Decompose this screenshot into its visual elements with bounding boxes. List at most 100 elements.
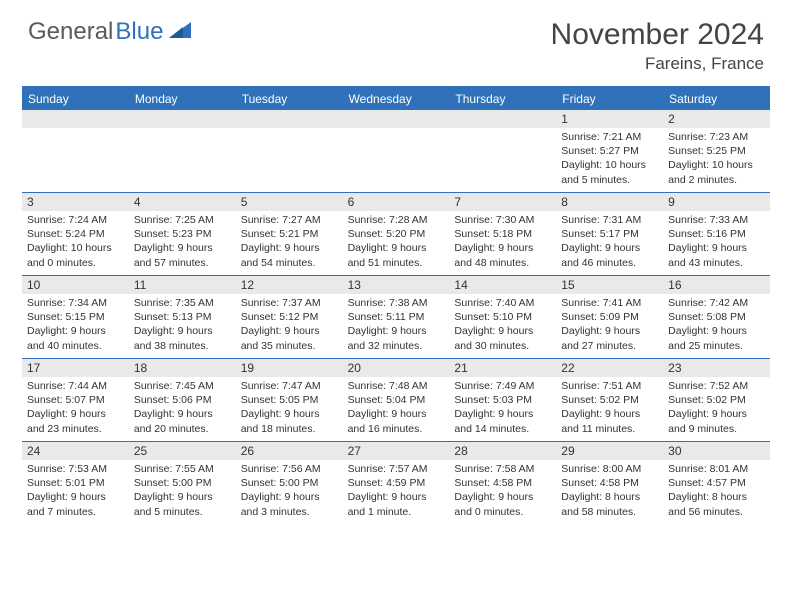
day-cell: Sunrise: 7:33 AMSunset: 5:16 PMDaylight:… bbox=[663, 211, 770, 275]
sunset-text: Sunset: 5:00 PM bbox=[134, 476, 231, 490]
day-number: 19 bbox=[236, 359, 343, 377]
sunrise-text: Sunrise: 8:00 AM bbox=[561, 462, 658, 476]
sunset-text: Sunset: 5:25 PM bbox=[668, 144, 765, 158]
sunrise-text: Sunrise: 7:40 AM bbox=[454, 296, 551, 310]
daylight-text: Daylight: 9 hours and 35 minutes. bbox=[241, 324, 338, 352]
daylight-text: Daylight: 9 hours and 51 minutes. bbox=[348, 241, 445, 269]
sunset-text: Sunset: 5:16 PM bbox=[668, 227, 765, 241]
day-cell: Sunrise: 7:51 AMSunset: 5:02 PMDaylight:… bbox=[556, 377, 663, 441]
day-cell: Sunrise: 7:27 AMSunset: 5:21 PMDaylight:… bbox=[236, 211, 343, 275]
week-daynum-row: 17181920212223 bbox=[22, 358, 770, 377]
sunrise-text: Sunrise: 7:37 AM bbox=[241, 296, 338, 310]
header: General Blue November 2024 Fareins, Fran… bbox=[0, 0, 792, 80]
sunrise-text: Sunrise: 7:38 AM bbox=[348, 296, 445, 310]
sunset-text: Sunset: 4:57 PM bbox=[668, 476, 765, 490]
daylight-text: Daylight: 9 hours and 16 minutes. bbox=[348, 407, 445, 435]
day-number: 1 bbox=[556, 110, 663, 128]
empty-day-number bbox=[129, 110, 236, 128]
day-cell: Sunrise: 7:35 AMSunset: 5:13 PMDaylight:… bbox=[129, 294, 236, 358]
day-number: 2 bbox=[663, 110, 770, 128]
day-number: 4 bbox=[129, 193, 236, 211]
sunrise-text: Sunrise: 7:47 AM bbox=[241, 379, 338, 393]
sunset-text: Sunset: 4:58 PM bbox=[561, 476, 658, 490]
empty-day-number bbox=[343, 110, 450, 128]
sunset-text: Sunset: 5:18 PM bbox=[454, 227, 551, 241]
day-number: 21 bbox=[449, 359, 556, 377]
day-cell: Sunrise: 7:38 AMSunset: 5:11 PMDaylight:… bbox=[343, 294, 450, 358]
brand-logo: General Blue bbox=[28, 18, 191, 46]
brand-triangle-icon bbox=[169, 22, 191, 43]
daylight-text: Daylight: 9 hours and 18 minutes. bbox=[241, 407, 338, 435]
day-number: 23 bbox=[663, 359, 770, 377]
week-daynum-row: 24252627282930 bbox=[22, 441, 770, 460]
day-number: 25 bbox=[129, 442, 236, 460]
weekday-header: Tuesday bbox=[236, 88, 343, 110]
sunset-text: Sunset: 5:13 PM bbox=[134, 310, 231, 324]
day-number: 9 bbox=[663, 193, 770, 211]
sunrise-text: Sunrise: 7:27 AM bbox=[241, 213, 338, 227]
daylight-text: Daylight: 9 hours and 40 minutes. bbox=[27, 324, 124, 352]
sunset-text: Sunset: 5:15 PM bbox=[27, 310, 124, 324]
sunrise-text: Sunrise: 7:21 AM bbox=[561, 130, 658, 144]
weekday-header: Monday bbox=[129, 88, 236, 110]
sunset-text: Sunset: 5:21 PM bbox=[241, 227, 338, 241]
day-number: 3 bbox=[22, 193, 129, 211]
daylight-text: Daylight: 9 hours and 0 minutes. bbox=[454, 490, 551, 518]
daylight-text: Daylight: 8 hours and 56 minutes. bbox=[668, 490, 765, 518]
empty-day-number bbox=[449, 110, 556, 128]
sunrise-text: Sunrise: 7:34 AM bbox=[27, 296, 124, 310]
daylight-text: Daylight: 9 hours and 20 minutes. bbox=[134, 407, 231, 435]
sunset-text: Sunset: 5:04 PM bbox=[348, 393, 445, 407]
week-content-row: Sunrise: 7:24 AMSunset: 5:24 PMDaylight:… bbox=[22, 211, 770, 275]
day-cell: Sunrise: 7:42 AMSunset: 5:08 PMDaylight:… bbox=[663, 294, 770, 358]
week-content-row: Sunrise: 7:21 AMSunset: 5:27 PMDaylight:… bbox=[22, 128, 770, 192]
sunrise-text: Sunrise: 7:33 AM bbox=[668, 213, 765, 227]
day-number: 29 bbox=[556, 442, 663, 460]
sunset-text: Sunset: 4:59 PM bbox=[348, 476, 445, 490]
sunset-text: Sunset: 5:03 PM bbox=[454, 393, 551, 407]
day-cell: Sunrise: 7:52 AMSunset: 5:02 PMDaylight:… bbox=[663, 377, 770, 441]
day-cell: Sunrise: 7:44 AMSunset: 5:07 PMDaylight:… bbox=[22, 377, 129, 441]
day-number: 24 bbox=[22, 442, 129, 460]
day-cell: Sunrise: 7:58 AMSunset: 4:58 PMDaylight:… bbox=[449, 460, 556, 524]
day-cell: Sunrise: 7:28 AMSunset: 5:20 PMDaylight:… bbox=[343, 211, 450, 275]
day-number: 20 bbox=[343, 359, 450, 377]
sunrise-text: Sunrise: 7:42 AM bbox=[668, 296, 765, 310]
day-number: 22 bbox=[556, 359, 663, 377]
brand-part2: Blue bbox=[115, 18, 163, 46]
day-number: 12 bbox=[236, 276, 343, 294]
location: Fareins, France bbox=[551, 54, 764, 74]
day-number: 5 bbox=[236, 193, 343, 211]
sunset-text: Sunset: 5:05 PM bbox=[241, 393, 338, 407]
calendar: SundayMondayTuesdayWednesdayThursdayFrid… bbox=[22, 86, 770, 524]
sunset-text: Sunset: 5:12 PM bbox=[241, 310, 338, 324]
sunrise-text: Sunrise: 7:30 AM bbox=[454, 213, 551, 227]
sunset-text: Sunset: 5:02 PM bbox=[561, 393, 658, 407]
day-number: 17 bbox=[22, 359, 129, 377]
title-block: November 2024 Fareins, France bbox=[551, 18, 764, 74]
empty-cell bbox=[129, 128, 236, 192]
day-cell: Sunrise: 7:37 AMSunset: 5:12 PMDaylight:… bbox=[236, 294, 343, 358]
daylight-text: Daylight: 9 hours and 30 minutes. bbox=[454, 324, 551, 352]
day-cell: Sunrise: 7:53 AMSunset: 5:01 PMDaylight:… bbox=[22, 460, 129, 524]
sunrise-text: Sunrise: 7:23 AM bbox=[668, 130, 765, 144]
sunrise-text: Sunrise: 7:57 AM bbox=[348, 462, 445, 476]
sunrise-text: Sunrise: 7:41 AM bbox=[561, 296, 658, 310]
day-cell: Sunrise: 7:24 AMSunset: 5:24 PMDaylight:… bbox=[22, 211, 129, 275]
day-cell: Sunrise: 7:30 AMSunset: 5:18 PMDaylight:… bbox=[449, 211, 556, 275]
day-cell: Sunrise: 7:31 AMSunset: 5:17 PMDaylight:… bbox=[556, 211, 663, 275]
day-cell: Sunrise: 7:47 AMSunset: 5:05 PMDaylight:… bbox=[236, 377, 343, 441]
day-number: 18 bbox=[129, 359, 236, 377]
sunrise-text: Sunrise: 7:58 AM bbox=[454, 462, 551, 476]
daylight-text: Daylight: 9 hours and 27 minutes. bbox=[561, 324, 658, 352]
day-number: 15 bbox=[556, 276, 663, 294]
sunrise-text: Sunrise: 7:45 AM bbox=[134, 379, 231, 393]
daylight-text: Daylight: 8 hours and 58 minutes. bbox=[561, 490, 658, 518]
sunrise-text: Sunrise: 7:49 AM bbox=[454, 379, 551, 393]
daylight-text: Daylight: 10 hours and 0 minutes. bbox=[27, 241, 124, 269]
day-number: 13 bbox=[343, 276, 450, 294]
daylight-text: Daylight: 10 hours and 5 minutes. bbox=[561, 158, 658, 186]
empty-day-number bbox=[236, 110, 343, 128]
week-content-row: Sunrise: 7:44 AMSunset: 5:07 PMDaylight:… bbox=[22, 377, 770, 441]
day-cell: Sunrise: 7:49 AMSunset: 5:03 PMDaylight:… bbox=[449, 377, 556, 441]
